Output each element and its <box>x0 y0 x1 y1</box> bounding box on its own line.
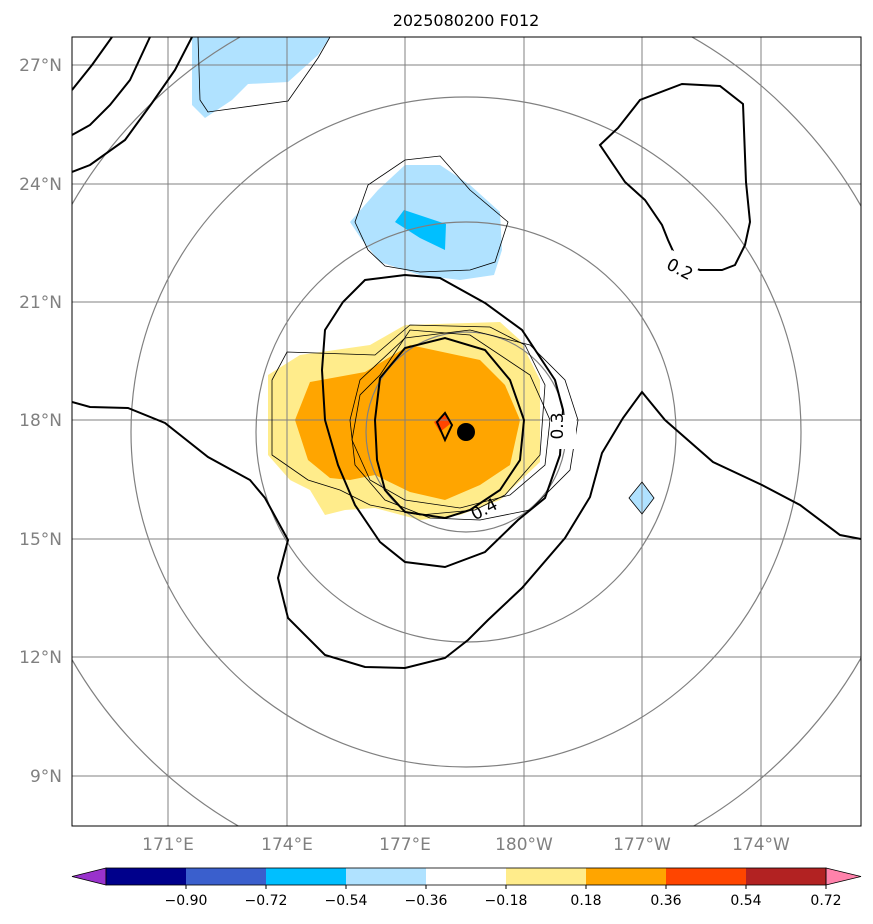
contour-0-4 <box>373 336 526 520</box>
lat-label-12n: 12°N <box>19 648 62 668</box>
lat-label-15n: 15°N <box>19 530 62 550</box>
lat-label-24n: 24°N <box>19 175 62 195</box>
contour-nw-2 <box>72 37 151 136</box>
map-title: 2025080200 F012 <box>393 11 540 30</box>
contour-0-3 <box>72 390 861 670</box>
lat-label-21n: 21°N <box>19 293 62 313</box>
graticule <box>72 37 861 826</box>
colorbar-segment <box>426 868 507 885</box>
colorbar-segment <box>106 868 187 885</box>
colorbar-segment <box>266 868 347 885</box>
lon-label-177e: 177°E <box>379 835 431 855</box>
colorbar-segment <box>186 868 267 885</box>
colorbar-frame <box>105 867 827 886</box>
colorbar <box>71 867 862 889</box>
colorbar-tick-label: 0.54 <box>730 893 761 909</box>
colorbar-extend-high <box>825 867 862 886</box>
contour-0-2 <box>598 82 752 271</box>
range-ring-3 <box>130 96 802 768</box>
contour-inner-1 <box>320 273 565 569</box>
contour-nw-3 <box>72 37 193 173</box>
colorbar-tick-label: −0.36 <box>405 893 448 909</box>
shade-orange-red <box>434 414 450 432</box>
storm-center-marker <box>457 423 475 441</box>
map-plot-area: 0.2 0.3 0.4 <box>72 37 861 826</box>
lat-label-18n: 18°N <box>19 411 62 431</box>
lon-label-174e: 174°E <box>261 835 313 855</box>
contour-label-0-3: 0.3 <box>548 412 568 439</box>
lon-label-171e: 171°E <box>142 835 194 855</box>
latitude-labels: 27°N 24°N 21°N 18°N 15°N 12°N 9°N <box>19 56 62 787</box>
shade-deep-sky-blue <box>395 210 446 250</box>
map-frame <box>71 36 862 827</box>
contour-nw-1 <box>72 37 113 91</box>
colorbar-tick-label: −0.54 <box>325 893 368 909</box>
lon-label-180w: 180°W <box>495 835 553 855</box>
shade-orange <box>295 345 520 500</box>
shade-light-blue-north <box>192 37 330 118</box>
colorbar-tick-label: 0.18 <box>570 893 601 909</box>
colorbar-segment <box>586 868 667 885</box>
colorbar-labels: −0.90 −0.72 −0.54 −0.36 −0.18 0.18 0.36 0.54 0.7… <box>165 893 842 909</box>
lon-label-174w: 174°W <box>732 835 790 855</box>
colorbar-tick-label: −0.72 <box>245 893 288 909</box>
thin-contour-north <box>197 37 331 113</box>
colorbar-tick-label: −0.18 <box>485 893 528 909</box>
colorbar-segment <box>346 868 427 885</box>
colorbar-tick-label: 0.36 <box>650 893 681 909</box>
lon-label-177w: 177°W <box>613 835 671 855</box>
colorbar-segment <box>666 868 747 885</box>
colorbar-extend-low <box>71 867 107 886</box>
lat-label-9n: 9°N <box>30 767 62 787</box>
thick-contours <box>72 37 861 670</box>
longitude-labels: 171°E 174°E 177°E 180°W 177°W 174°W <box>142 835 790 855</box>
thin-contour-diamond <box>628 481 655 515</box>
contour-center-diamond <box>435 411 454 443</box>
colorbar-segment <box>746 868 827 885</box>
colorbar-tick-label: −0.90 <box>165 893 208 909</box>
thin-contour-yellow <box>271 324 546 516</box>
colorbar-segment <box>506 868 587 885</box>
colorbar-tick-label: 0.72 <box>810 893 841 909</box>
lat-label-27n: 27°N <box>19 56 62 76</box>
thin-contour-upper <box>354 155 509 273</box>
